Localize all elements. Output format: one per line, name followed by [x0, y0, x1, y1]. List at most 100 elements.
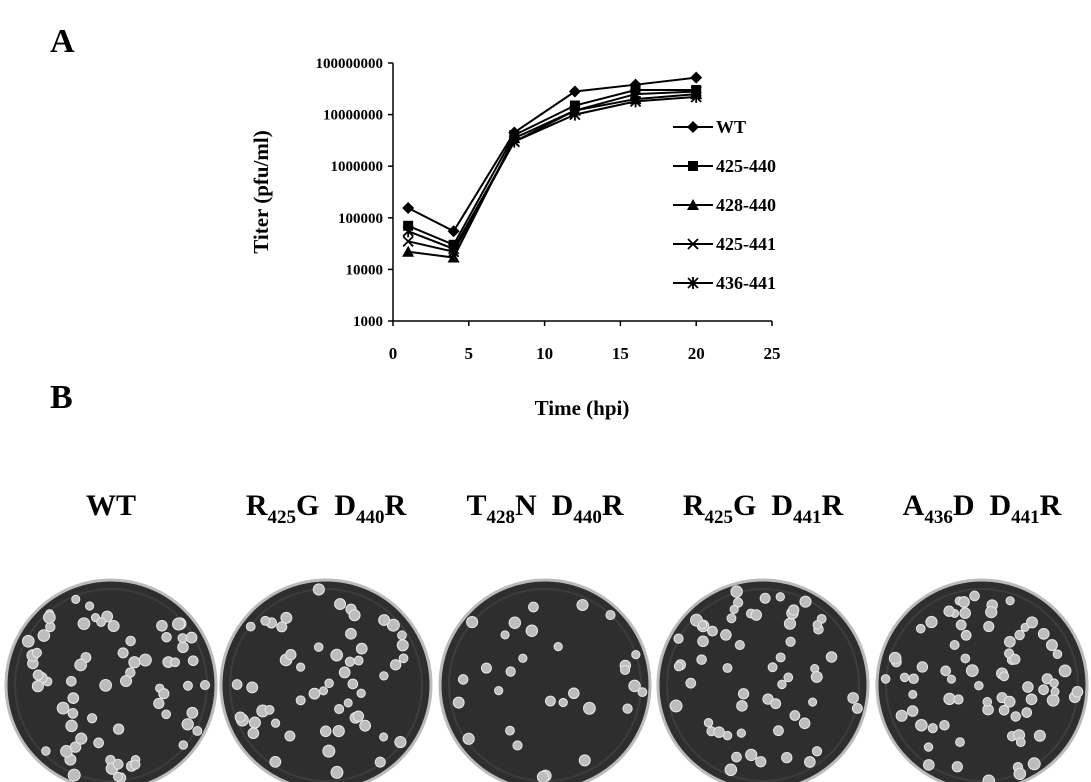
- plaque: [1013, 767, 1027, 781]
- plaque: [525, 624, 539, 637]
- plaque: [397, 630, 407, 641]
- plaque: [334, 703, 345, 715]
- plaque: [737, 688, 750, 700]
- plaque: [775, 592, 785, 602]
- plaque: [158, 688, 170, 700]
- plaque: [178, 740, 189, 750]
- plaque: [77, 617, 91, 631]
- plaque: [296, 662, 306, 672]
- plaque: [276, 621, 288, 633]
- plaque: [234, 711, 246, 723]
- plaque: [673, 633, 684, 644]
- plaque: [985, 605, 998, 619]
- plate-rim: [885, 588, 1079, 782]
- marker: [402, 245, 415, 257]
- plaque: [359, 719, 372, 732]
- plaque: [620, 664, 631, 675]
- plaque: [356, 688, 366, 698]
- plaque: [759, 592, 771, 604]
- legend-label: 425-440: [716, 156, 776, 176]
- plaque: [138, 653, 152, 667]
- plaque: [811, 746, 823, 757]
- y-tick-label: 100000000: [316, 56, 384, 72]
- plate-label: R425G D441R: [683, 489, 844, 528]
- plaque: [895, 709, 908, 722]
- plate-label: WT: [86, 489, 136, 522]
- plaque: [998, 704, 1010, 716]
- plaque: [1003, 695, 1016, 708]
- plaque: [330, 765, 344, 779]
- marker: [402, 235, 414, 247]
- plaque: [177, 633, 188, 644]
- plaque: [922, 759, 935, 771]
- marker: [568, 85, 581, 98]
- plaque: [960, 653, 971, 664]
- plaque: [726, 613, 737, 624]
- series-line: [407, 90, 697, 253]
- plaque: [1022, 681, 1034, 693]
- plaque: [71, 594, 81, 604]
- marker: [447, 225, 460, 238]
- label-part: G D: [296, 489, 356, 522]
- plaque: [308, 687, 321, 700]
- plaque: [703, 718, 714, 728]
- plaque: [851, 702, 863, 714]
- legend-marker: [687, 199, 699, 210]
- plaque: [729, 604, 739, 614]
- plaque: [332, 724, 345, 738]
- plaque: [319, 725, 332, 738]
- x-tick-label: 20: [688, 344, 705, 363]
- plaque: [65, 675, 77, 687]
- plaque: [969, 590, 980, 602]
- plaque: [396, 639, 409, 652]
- plaque: [348, 609, 361, 622]
- plaque: [799, 595, 812, 608]
- plaque: [32, 669, 44, 681]
- plaque: [117, 647, 129, 659]
- plaque: [974, 680, 984, 691]
- plaque: [67, 708, 79, 719]
- plaque: [605, 609, 616, 621]
- plaque: [353, 655, 364, 666]
- plaque: [788, 604, 800, 616]
- plaque: [943, 605, 955, 617]
- plaque: [576, 598, 589, 612]
- legend-marker: [688, 161, 698, 171]
- label-part: R: [1040, 489, 1062, 522]
- plaque: [982, 697, 993, 707]
- plaque: [915, 718, 928, 732]
- plaque: [270, 718, 281, 728]
- plaque: [536, 770, 550, 782]
- plaque: [65, 719, 78, 732]
- plaque: [128, 656, 141, 669]
- y-tick-label: 1000: [353, 314, 383, 330]
- plaque: [120, 674, 133, 688]
- plaque: [1021, 707, 1033, 718]
- plaque: [322, 744, 336, 758]
- plaque: [494, 685, 504, 696]
- plaque: [31, 680, 44, 693]
- plaque: [1009, 653, 1021, 665]
- plaque: [31, 647, 42, 658]
- plaque: [69, 741, 82, 753]
- legend-label: WT: [716, 117, 746, 137]
- plaque: [374, 756, 386, 768]
- plaque: [789, 710, 801, 721]
- plaque: [56, 701, 70, 715]
- plaque: [75, 732, 88, 745]
- plaque: [673, 661, 684, 672]
- plaque: [248, 716, 261, 729]
- plaque: [568, 687, 580, 700]
- plaque: [804, 756, 816, 768]
- plaque: [112, 723, 125, 735]
- plaque: [696, 654, 707, 665]
- marker: [690, 90, 702, 103]
- plaque: [462, 732, 475, 745]
- label-part: R: [385, 489, 407, 522]
- plaque: [628, 679, 641, 693]
- plaque: [713, 726, 725, 738]
- plaque: [183, 680, 193, 691]
- plaque: [731, 751, 742, 763]
- plaque: [1004, 635, 1016, 648]
